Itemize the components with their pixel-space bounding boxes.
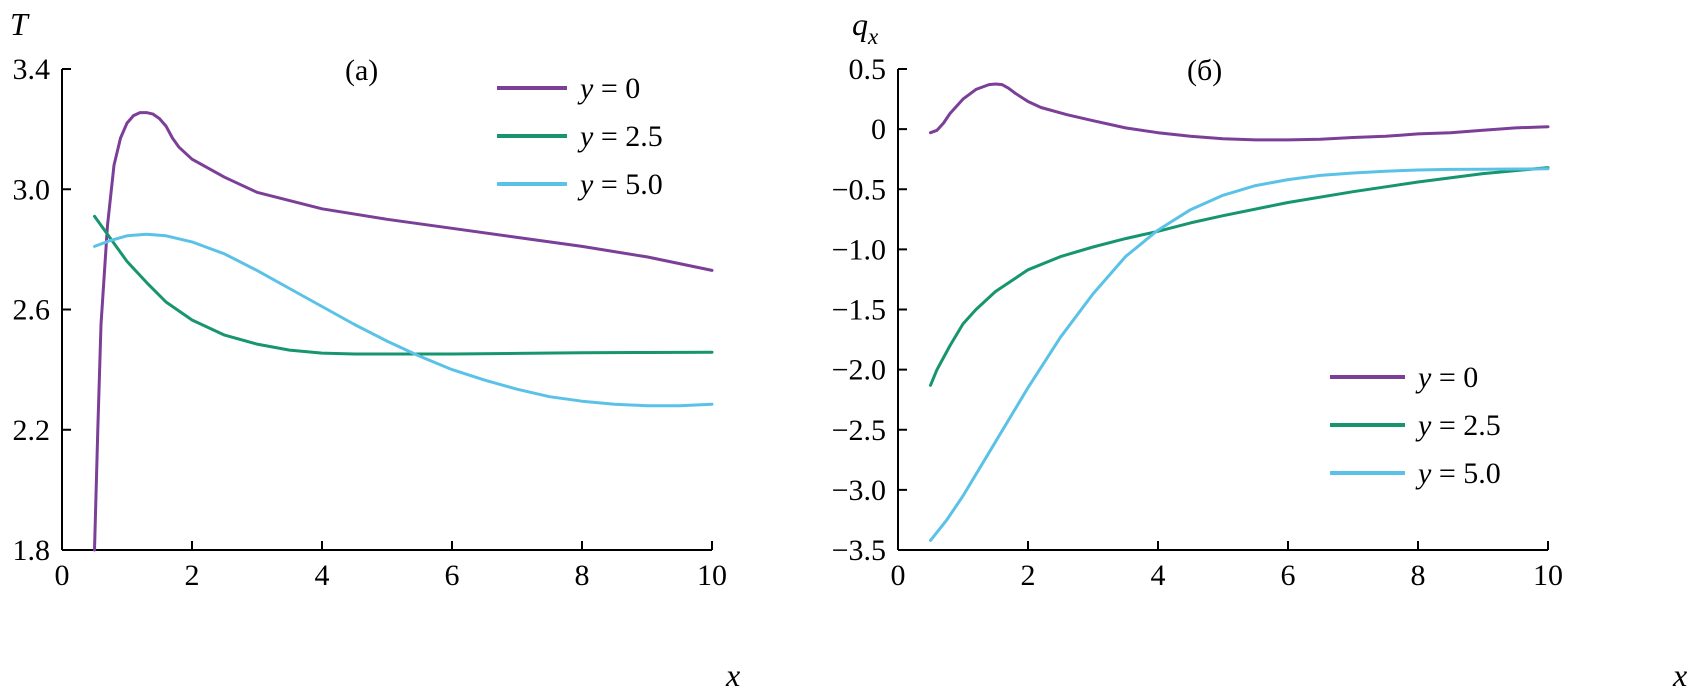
panel-b-series-line-3 <box>929 167 1550 542</box>
panel-a-series-line-2 <box>93 214 714 356</box>
panel-b-x-tick-label: 2 <box>1021 559 1036 592</box>
panel-b-x-tick-label: 0 <box>891 559 906 592</box>
panel-b-y-tick-label: −3.0 <box>832 474 886 507</box>
panel-b-legend-label-1: y = 0 <box>1415 361 1478 394</box>
panel-a-x-tick-label: 6 <box>445 559 460 592</box>
panel-a-label: (а) <box>345 54 378 87</box>
panel-a-y-tick-label: 2.6 <box>13 294 51 327</box>
panel-b-legend-label-3: y = 5.0 <box>1415 457 1501 490</box>
panel-b-y-tick-label: −1.0 <box>832 233 886 266</box>
panel-a-x-tick-label: 2 <box>185 559 200 592</box>
panel-b-y-tick-label: −2.0 <box>832 354 886 387</box>
panel-a-y-tick-label: 1.8 <box>13 534 51 567</box>
panel-a-series-line-1 <box>93 111 714 552</box>
panel-b-y-tick-label: −1.5 <box>832 294 886 327</box>
panel-a-x-tick-label: 4 <box>315 559 330 592</box>
panel-b-y-tick-label: 0 <box>871 113 886 146</box>
panel-a-y-tick-label: 3.4 <box>13 53 51 86</box>
panel-a-y-tick-label: 2.2 <box>13 414 51 447</box>
panel-b-y-tick-label: 0.5 <box>849 53 887 86</box>
panel-b-chart: qx (б) x −3.5 −3.0 −2.5 −2.0 −1.5 −1.0 −0.5 0 0.… <box>832 6 1688 693</box>
panel-a-legend-label-3: y = 5.0 <box>577 168 663 201</box>
panel-a-x-axis-label: x <box>725 657 740 693</box>
panel-a-x-tick-label: 8 <box>575 559 590 592</box>
panel-b-x-tick-label: 6 <box>1281 559 1296 592</box>
panel-b-y-tick-label: −2.5 <box>832 414 886 447</box>
panel-a-legend-label-1: y = 0 <box>577 72 640 105</box>
panel-b-x-tick-label: 4 <box>1151 559 1166 592</box>
panel-b-series-line-2 <box>929 166 1550 387</box>
panel-a-x-tick-label: 10 <box>697 559 727 592</box>
panel-b-legend-label-2: y = 2.5 <box>1415 409 1501 442</box>
panel-a-y-axis-label: T <box>10 6 30 42</box>
panel-b-x-axis-label: x <box>1672 657 1687 693</box>
panel-b-y-tick-label: −0.5 <box>832 173 886 206</box>
panel-a-series-line-3 <box>93 232 714 408</box>
panel-b-x-tick-label: 10 <box>1533 559 1563 592</box>
panel-b-y-axis-label: qx <box>852 6 879 49</box>
panel-b-series-line-1 <box>929 82 1550 142</box>
panel-a-y-tick-label: 3.0 <box>13 173 51 206</box>
panel-b-y-tick-label: −3.5 <box>832 534 886 567</box>
panel-b-label: (б) <box>1187 54 1222 87</box>
panel-a-x-tick-label: 0 <box>55 559 70 592</box>
panel-b-legend: y = 0 y = 2.5 y = 5.0 <box>1330 361 1501 490</box>
panel-a-chart: T (а) x 1.8 2.2 2.6 3.0 3.4 0 2 4 6 8 10 y = 0 y = 2… <box>10 6 740 693</box>
panel-a-legend: y = 0 y = 2.5 y = 5.0 <box>497 72 663 201</box>
panel-a-legend-label-2: y = 2.5 <box>577 120 663 153</box>
panel-b-x-tick-label: 8 <box>1411 559 1426 592</box>
